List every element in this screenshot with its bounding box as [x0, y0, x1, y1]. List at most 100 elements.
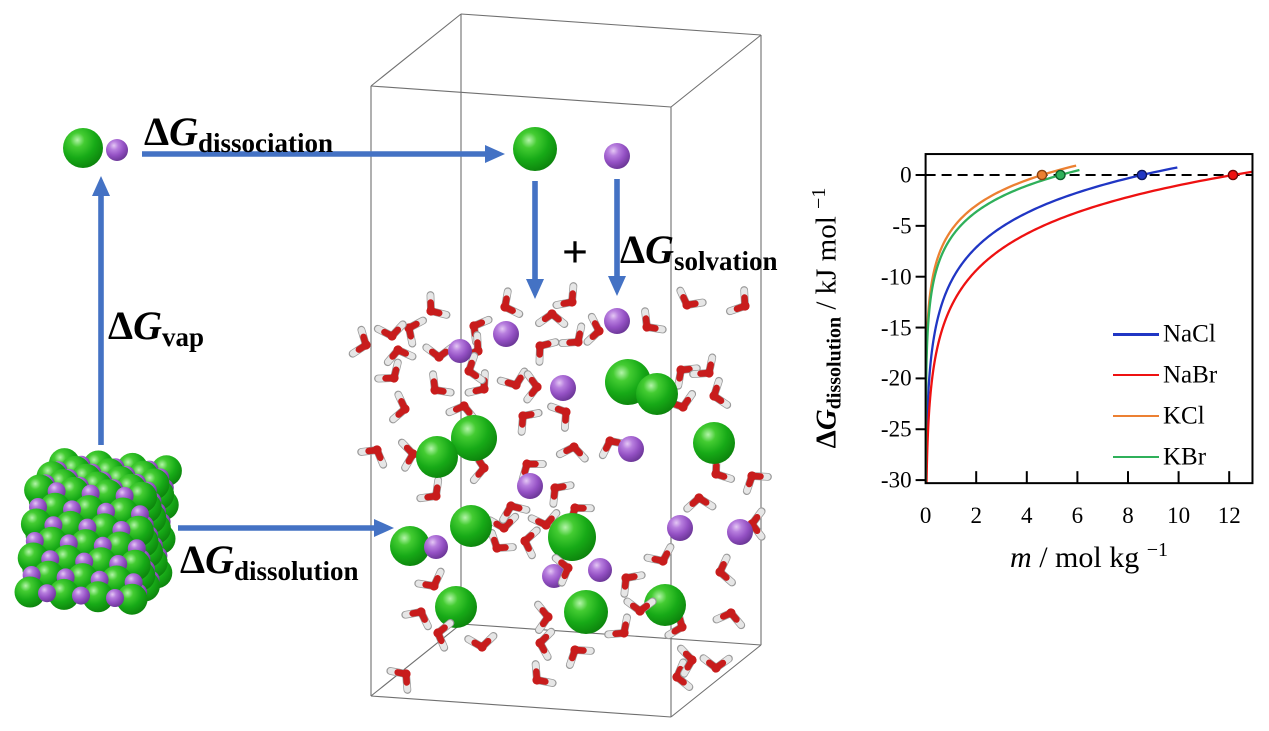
water-molecule: [565, 645, 595, 670]
y-axis-exponent: −1: [807, 187, 830, 209]
gas-phase-ions: [63, 127, 630, 171]
water-molecule: [348, 325, 371, 358]
dissolution-chart: [915, 153, 1254, 485]
water-molecule: [426, 291, 451, 319]
cation-sphere: [636, 373, 678, 415]
y-tick-label: -20: [880, 365, 912, 391]
water-molecule: [383, 345, 417, 367]
x-tick-label: 8: [1122, 503, 1134, 529]
cation-sphere: [63, 128, 103, 168]
anion-sphere: [424, 535, 448, 559]
x-tick-label: 10: [1167, 503, 1191, 529]
anion-sphere: [448, 339, 472, 363]
cation-sphere: [48, 578, 80, 610]
solvation-arrow-anion-head: [608, 276, 626, 296]
chart-y-axis-title: ΔGdissolution / kJ mol −1: [808, 188, 846, 449]
water-molecule: [357, 445, 388, 469]
water-molecule: [699, 654, 733, 673]
water-molecule: [549, 481, 575, 508]
water-molecule: [709, 376, 732, 409]
water-molecule: [742, 471, 772, 496]
y-tick-label: -10: [880, 264, 912, 290]
label-subscript: dissociation: [197, 128, 333, 158]
legend-label-KBr: KBr: [1163, 443, 1207, 471]
water-molecule: [374, 358, 402, 383]
label-delta-g-solvation: ΔGsolvation: [620, 230, 778, 275]
cation-sphere: [548, 513, 596, 561]
anion-sphere: [618, 436, 644, 462]
water-molecule: [674, 364, 701, 390]
water-molecule: [555, 442, 589, 463]
water-molecule: [401, 607, 432, 631]
y-axis-units: / kJ mol: [810, 216, 843, 317]
label-subscript: solvation: [673, 246, 778, 276]
water-molecule: [534, 309, 569, 328]
water-molecule: [527, 509, 561, 530]
water-molecule: [535, 627, 556, 661]
water-molecule: [404, 316, 428, 348]
water-molecule: [641, 307, 667, 334]
water-molecule: [464, 631, 498, 652]
label-delta-g-vap: ΔGvap: [108, 303, 204, 351]
water-molecule: [389, 390, 410, 424]
water-molecule: [552, 282, 578, 309]
x-axis-units: / mol kg: [1031, 541, 1140, 574]
anion-sphere: [604, 308, 630, 334]
water-molecule: [500, 287, 524, 318]
x-axis-exponent: −1: [1146, 539, 1168, 561]
curve-KBr: [925, 168, 1080, 484]
salt-crystal: [14, 448, 182, 615]
dissociation-arrow-head: [485, 145, 505, 163]
water-molecule: [643, 542, 675, 566]
legend-swatch-NaBr: [1113, 373, 1159, 377]
legend-label-KCl: KCl: [1163, 402, 1205, 430]
x-tick-label: 12: [1217, 503, 1241, 529]
water-molecule: [551, 554, 573, 587]
x-tick-label: 2: [970, 503, 982, 529]
legend-swatch-KCl: [1113, 414, 1159, 418]
cation-sphere: [693, 422, 735, 464]
g-symbol: G: [133, 303, 162, 348]
anion-sphere: [604, 143, 630, 169]
anion-sphere: [106, 139, 128, 161]
anion-sphere: [727, 519, 753, 545]
waters-front: [357, 286, 750, 687]
water-molecule: [464, 351, 487, 385]
water-molecule: [535, 338, 560, 366]
water-molecule: [523, 370, 542, 404]
x-tick-label: 4: [1021, 503, 1033, 529]
water-molecule: [499, 501, 531, 524]
cation-sphere: [435, 586, 477, 628]
water-molecule: [620, 571, 646, 598]
delta-symbol: Δ: [180, 537, 206, 582]
water-molecule: [429, 370, 455, 397]
water-molecule: [712, 608, 746, 630]
water-molecule: [517, 409, 543, 436]
vap-arrow-head: [92, 176, 110, 196]
cation-sphere: [14, 576, 46, 608]
cation-sphere: [82, 581, 114, 613]
label-subscript: dissolution: [233, 556, 359, 586]
cation-sphere: [451, 415, 497, 461]
delta-symbol: Δ: [108, 303, 134, 348]
water-molecule: [520, 526, 541, 560]
cation-sphere: [116, 583, 148, 615]
solution-ions: [390, 308, 753, 634]
water-molecule: [531, 660, 557, 687]
water-molecule: [683, 493, 717, 513]
x-tick-label: 6: [1071, 503, 1084, 529]
water-molecule: [715, 553, 736, 587]
cation-sphere: [644, 584, 686, 626]
water-molecule: [534, 600, 553, 635]
cation-sphere: [513, 127, 557, 171]
legend-swatch-KBr: [1113, 455, 1159, 459]
g-symbol: G: [205, 537, 234, 582]
anion-sphere: [517, 473, 543, 499]
solvation-arrow-cation-head: [526, 279, 544, 299]
legend-label-NaCl: NaCl: [1163, 320, 1216, 348]
plot-frame: [924, 153, 1254, 485]
water-molecule: [623, 597, 657, 616]
chart-x-axis-title: m / mol kg −1: [1010, 540, 1168, 574]
